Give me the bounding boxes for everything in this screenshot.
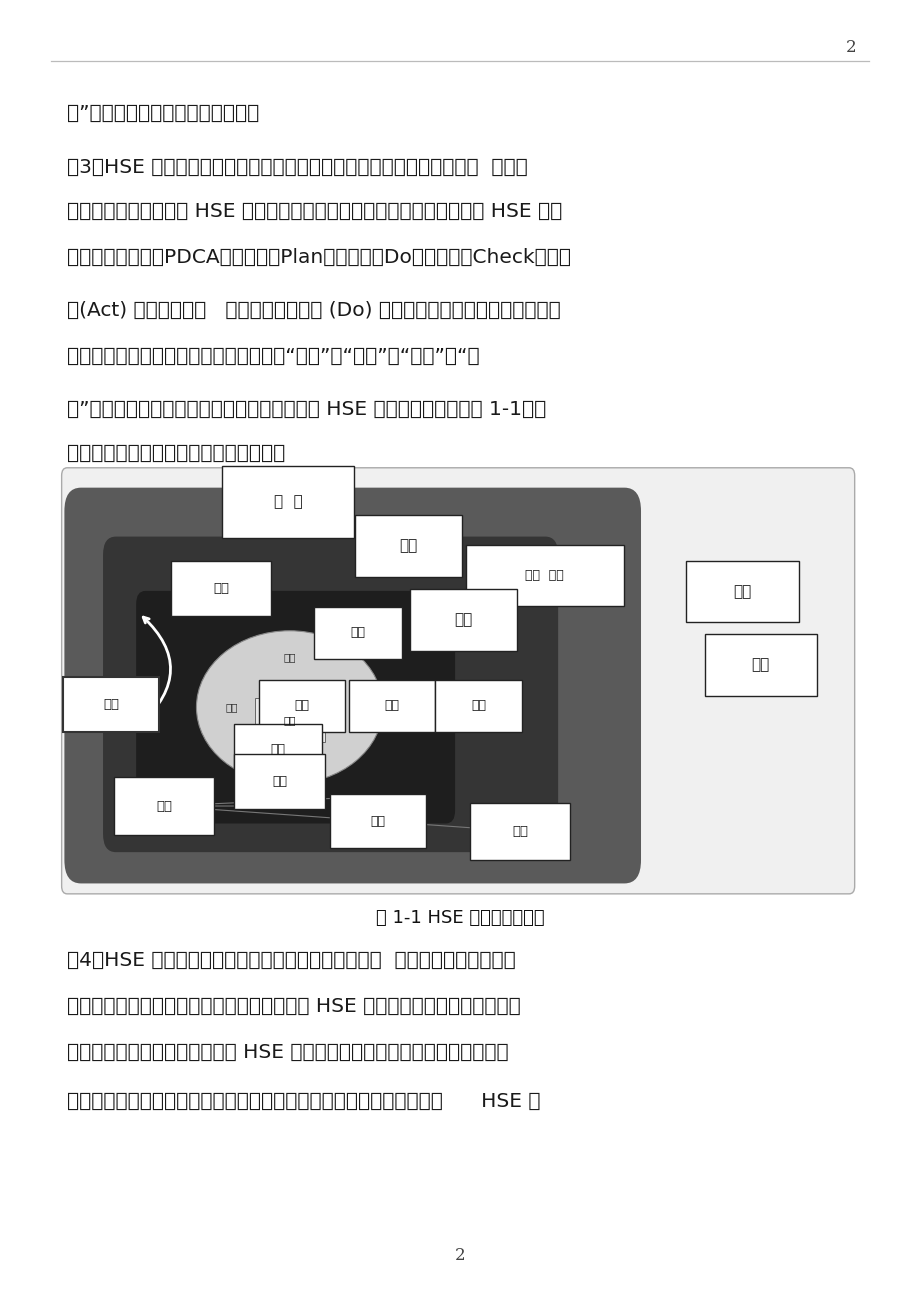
Text: （3）HSE 管理体系为企业实现持续发展提供了一个结构化的运行机制，  并为企: （3）HSE 管理体系为企业实现持续发展提供了一个结构化的运行机制， 并为企 — [67, 158, 528, 177]
Text: 检查: 检查 — [283, 715, 296, 726]
Text: 2: 2 — [845, 39, 856, 56]
Text: 实施: 实施 — [384, 700, 399, 713]
FancyBboxPatch shape — [136, 590, 455, 823]
FancyBboxPatch shape — [258, 680, 345, 732]
Text: 检查: 检查 — [512, 825, 528, 838]
FancyBboxPatch shape — [62, 468, 854, 894]
Text: 图 1-1 HSE 管理体系反馈图: 图 1-1 HSE 管理体系反馈图 — [375, 909, 544, 928]
FancyBboxPatch shape — [114, 778, 214, 835]
Text: ，而每一个这样的过程或任务都有自己的“计划”、“实施”、“检查”和“反: ，而每一个这样的过程或任务都有自己的“计划”、“实施”、“检查”和“反 — [67, 347, 480, 366]
FancyBboxPatch shape — [410, 589, 516, 650]
Text: 检查: 检查 — [370, 814, 385, 827]
FancyBboxPatch shape — [64, 487, 641, 883]
FancyBboxPatch shape — [470, 803, 570, 860]
Text: 过程按戴明模型（PDCA）即计划（Plan）、实施（Do）、检查（Check）和反: 过程按戴明模型（PDCA）即计划（Plan）、实施（Do）、检查（Check）和… — [67, 248, 571, 267]
Text: 实施: 实施 — [335, 702, 346, 713]
FancyBboxPatch shape — [255, 698, 324, 743]
Text: 馈(Act) 循环链运行。   企业过程链的实施 (Do) 部分通常由多个过程和任务组成的: 馈(Act) 循环链运行。 企业过程链的实施 (Do) 部分通常由多个过程和任务… — [67, 301, 561, 321]
Text: 过程: 过程 — [399, 538, 417, 554]
FancyBboxPatch shape — [355, 516, 461, 577]
Text: 检查: 检查 — [156, 800, 172, 813]
Text: 公  司: 公 司 — [273, 494, 302, 509]
Text: 出了这种多层次管理和持续改进的特点。: 出了这种多层次管理和持续改进的特点。 — [67, 444, 285, 464]
Text: 检查: 检查 — [270, 743, 285, 756]
Text: 反馈: 反馈 — [294, 700, 309, 713]
Text: 例如  勘探: 例如 勘探 — [525, 569, 563, 582]
FancyBboxPatch shape — [103, 537, 558, 852]
Text: 2: 2 — [454, 1247, 465, 1264]
FancyBboxPatch shape — [171, 562, 271, 616]
Text: 开始。在建立的同时要注意识别 HSE 管理体系与现有管理方式和体系之间的联: 开始。在建立的同时要注意识别 HSE 管理体系与现有管理方式和体系之间的联 — [67, 1042, 508, 1062]
Text: 钻井: 钻井 — [732, 584, 751, 599]
Text: 反馈: 反馈 — [225, 702, 238, 713]
FancyBboxPatch shape — [686, 560, 798, 622]
Text: 馈”链。这种链式循环是一个不断改进的过程。 HSE 管理体系反馈图（图 1-1）示: 馈”链。这种链式循环是一个不断改进的过程。 HSE 管理体系反馈图（图 1-1）… — [67, 400, 546, 420]
FancyBboxPatch shape — [435, 680, 521, 732]
FancyBboxPatch shape — [313, 607, 402, 659]
Text: 检查: 检查 — [272, 775, 287, 788]
FancyBboxPatch shape — [63, 678, 159, 732]
Text: 审”是纠正完善和自我约束的保障。: 审”是纠正完善和自我约束的保障。 — [67, 104, 259, 124]
Text: 实施: 实施 — [471, 700, 485, 713]
FancyBboxPatch shape — [233, 723, 322, 775]
FancyBboxPatch shape — [234, 754, 325, 809]
Text: 计划: 计划 — [283, 653, 296, 662]
Text: 计划: 计划 — [213, 582, 229, 595]
Text: 开发: 开发 — [751, 658, 769, 672]
Text: 构、程序、过程和资源的基础上建立起来的， HSE 管理体系的建立不必一切从头: 构、程序、过程和资源的基础上建立起来的， HSE 管理体系的建立不必一切从头 — [67, 997, 520, 1016]
Text: 反馈: 反馈 — [103, 698, 119, 711]
Ellipse shape — [197, 631, 382, 783]
Text: 计划: 计划 — [350, 627, 365, 640]
Text: 业提供了一种不断改进 HSE 表现和实现既定目标的多层次内部管理工具。 HSE 管理: 业提供了一种不断改进 HSE 表现和实现既定目标的多层次内部管理工具。 HSE … — [67, 202, 562, 222]
FancyBboxPatch shape — [465, 545, 623, 606]
Text: 系与区别，防止把健康、安全与环境简单地把名字放在一起，拭上一件      HSE 的: 系与区别，防止把健康、安全与环境简单地把名字放在一起，拭上一件 HSE 的 — [67, 1092, 540, 1111]
FancyBboxPatch shape — [704, 635, 816, 696]
Text: 任务: 任务 — [454, 612, 472, 628]
Text: （4）HSE 管理体系是在企业现存的各种有效的健康、  安全与环境管理企业结: （4）HSE 管理体系是在企业现存的各种有效的健康、 安全与环境管理企业结 — [67, 951, 516, 971]
FancyBboxPatch shape — [348, 680, 435, 732]
FancyBboxPatch shape — [221, 466, 354, 538]
FancyBboxPatch shape — [330, 794, 425, 848]
